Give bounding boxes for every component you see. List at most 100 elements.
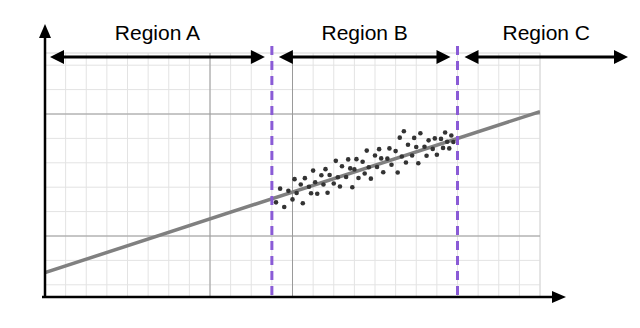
point — [350, 185, 355, 190]
point — [430, 147, 435, 152]
point — [325, 191, 330, 196]
point — [375, 165, 380, 170]
boundaries — [272, 46, 458, 297]
point — [286, 189, 291, 194]
point — [422, 144, 427, 149]
point — [424, 153, 429, 158]
point — [449, 133, 454, 138]
point — [402, 129, 407, 134]
point — [327, 173, 332, 178]
point — [410, 153, 415, 158]
point — [416, 161, 421, 166]
region-arrow — [471, 56, 623, 59]
point — [301, 201, 306, 206]
point — [282, 205, 287, 210]
point — [393, 149, 398, 154]
region-arrow — [285, 56, 445, 59]
point — [379, 156, 384, 161]
minor-grid-line — [292, 53, 293, 297]
point — [367, 165, 372, 170]
point — [435, 152, 440, 157]
point — [319, 173, 324, 178]
minor-grid-line — [45, 236, 540, 237]
point — [387, 146, 392, 151]
point — [439, 137, 444, 142]
point — [362, 171, 367, 176]
grid-line — [45, 236, 540, 237]
point — [307, 184, 312, 189]
point — [352, 167, 357, 172]
point — [433, 136, 438, 141]
arrow-head — [614, 50, 628, 64]
point — [414, 145, 419, 150]
point — [344, 175, 349, 180]
arrow-head — [437, 50, 451, 64]
arrow-head — [251, 50, 265, 64]
plot-frame — [45, 53, 540, 297]
point — [397, 135, 402, 140]
point — [356, 176, 361, 181]
grid-line — [292, 53, 293, 297]
point — [441, 146, 446, 151]
point — [338, 184, 343, 189]
point — [412, 136, 417, 141]
point — [323, 167, 328, 172]
point — [354, 157, 359, 162]
point — [451, 140, 456, 145]
region-label: Region A — [115, 21, 200, 44]
point — [369, 176, 374, 181]
arrow-head — [279, 50, 293, 64]
axes — [39, 24, 566, 303]
x-axis-arrow — [552, 291, 566, 303]
point — [406, 142, 411, 147]
point — [309, 191, 314, 196]
point — [426, 138, 431, 143]
point — [346, 157, 351, 162]
point — [321, 182, 326, 187]
boundary-line — [270, 46, 273, 297]
point — [313, 180, 318, 185]
grid — [45, 53, 540, 297]
point — [360, 160, 365, 165]
point — [381, 170, 386, 175]
point — [303, 176, 308, 181]
point — [278, 186, 283, 191]
point — [400, 154, 405, 159]
point — [373, 153, 378, 158]
arrow-head — [50, 50, 64, 64]
minor-grid-line — [45, 114, 540, 115]
point — [395, 170, 400, 175]
grid-line — [210, 53, 211, 297]
point — [364, 148, 369, 153]
region-label: Region C — [502, 21, 590, 44]
point — [418, 131, 423, 136]
point — [311, 168, 316, 173]
x-axis — [42, 296, 556, 299]
point — [404, 160, 409, 165]
point — [290, 197, 295, 202]
point — [385, 156, 390, 161]
boundary-line — [456, 46, 459, 297]
point — [298, 182, 303, 187]
point — [292, 177, 297, 182]
y-axis — [44, 34, 47, 297]
point — [340, 164, 345, 169]
point — [389, 162, 394, 167]
point — [294, 191, 299, 196]
region-label: Region B — [321, 21, 407, 44]
point — [348, 166, 353, 171]
grid-line — [45, 114, 540, 115]
point — [274, 200, 279, 205]
minor-grid-line — [210, 53, 211, 297]
region-arrow — [56, 56, 259, 59]
point — [315, 191, 320, 196]
trend-line — [45, 112, 540, 273]
point — [445, 140, 450, 145]
chart: Region A Region B Region C — [0, 0, 640, 328]
point — [334, 159, 339, 164]
point — [443, 130, 448, 135]
arrow-head — [465, 50, 479, 64]
point — [447, 146, 452, 151]
y-axis-arrow — [39, 24, 51, 38]
regions: Region A Region B Region C — [50, 21, 628, 64]
